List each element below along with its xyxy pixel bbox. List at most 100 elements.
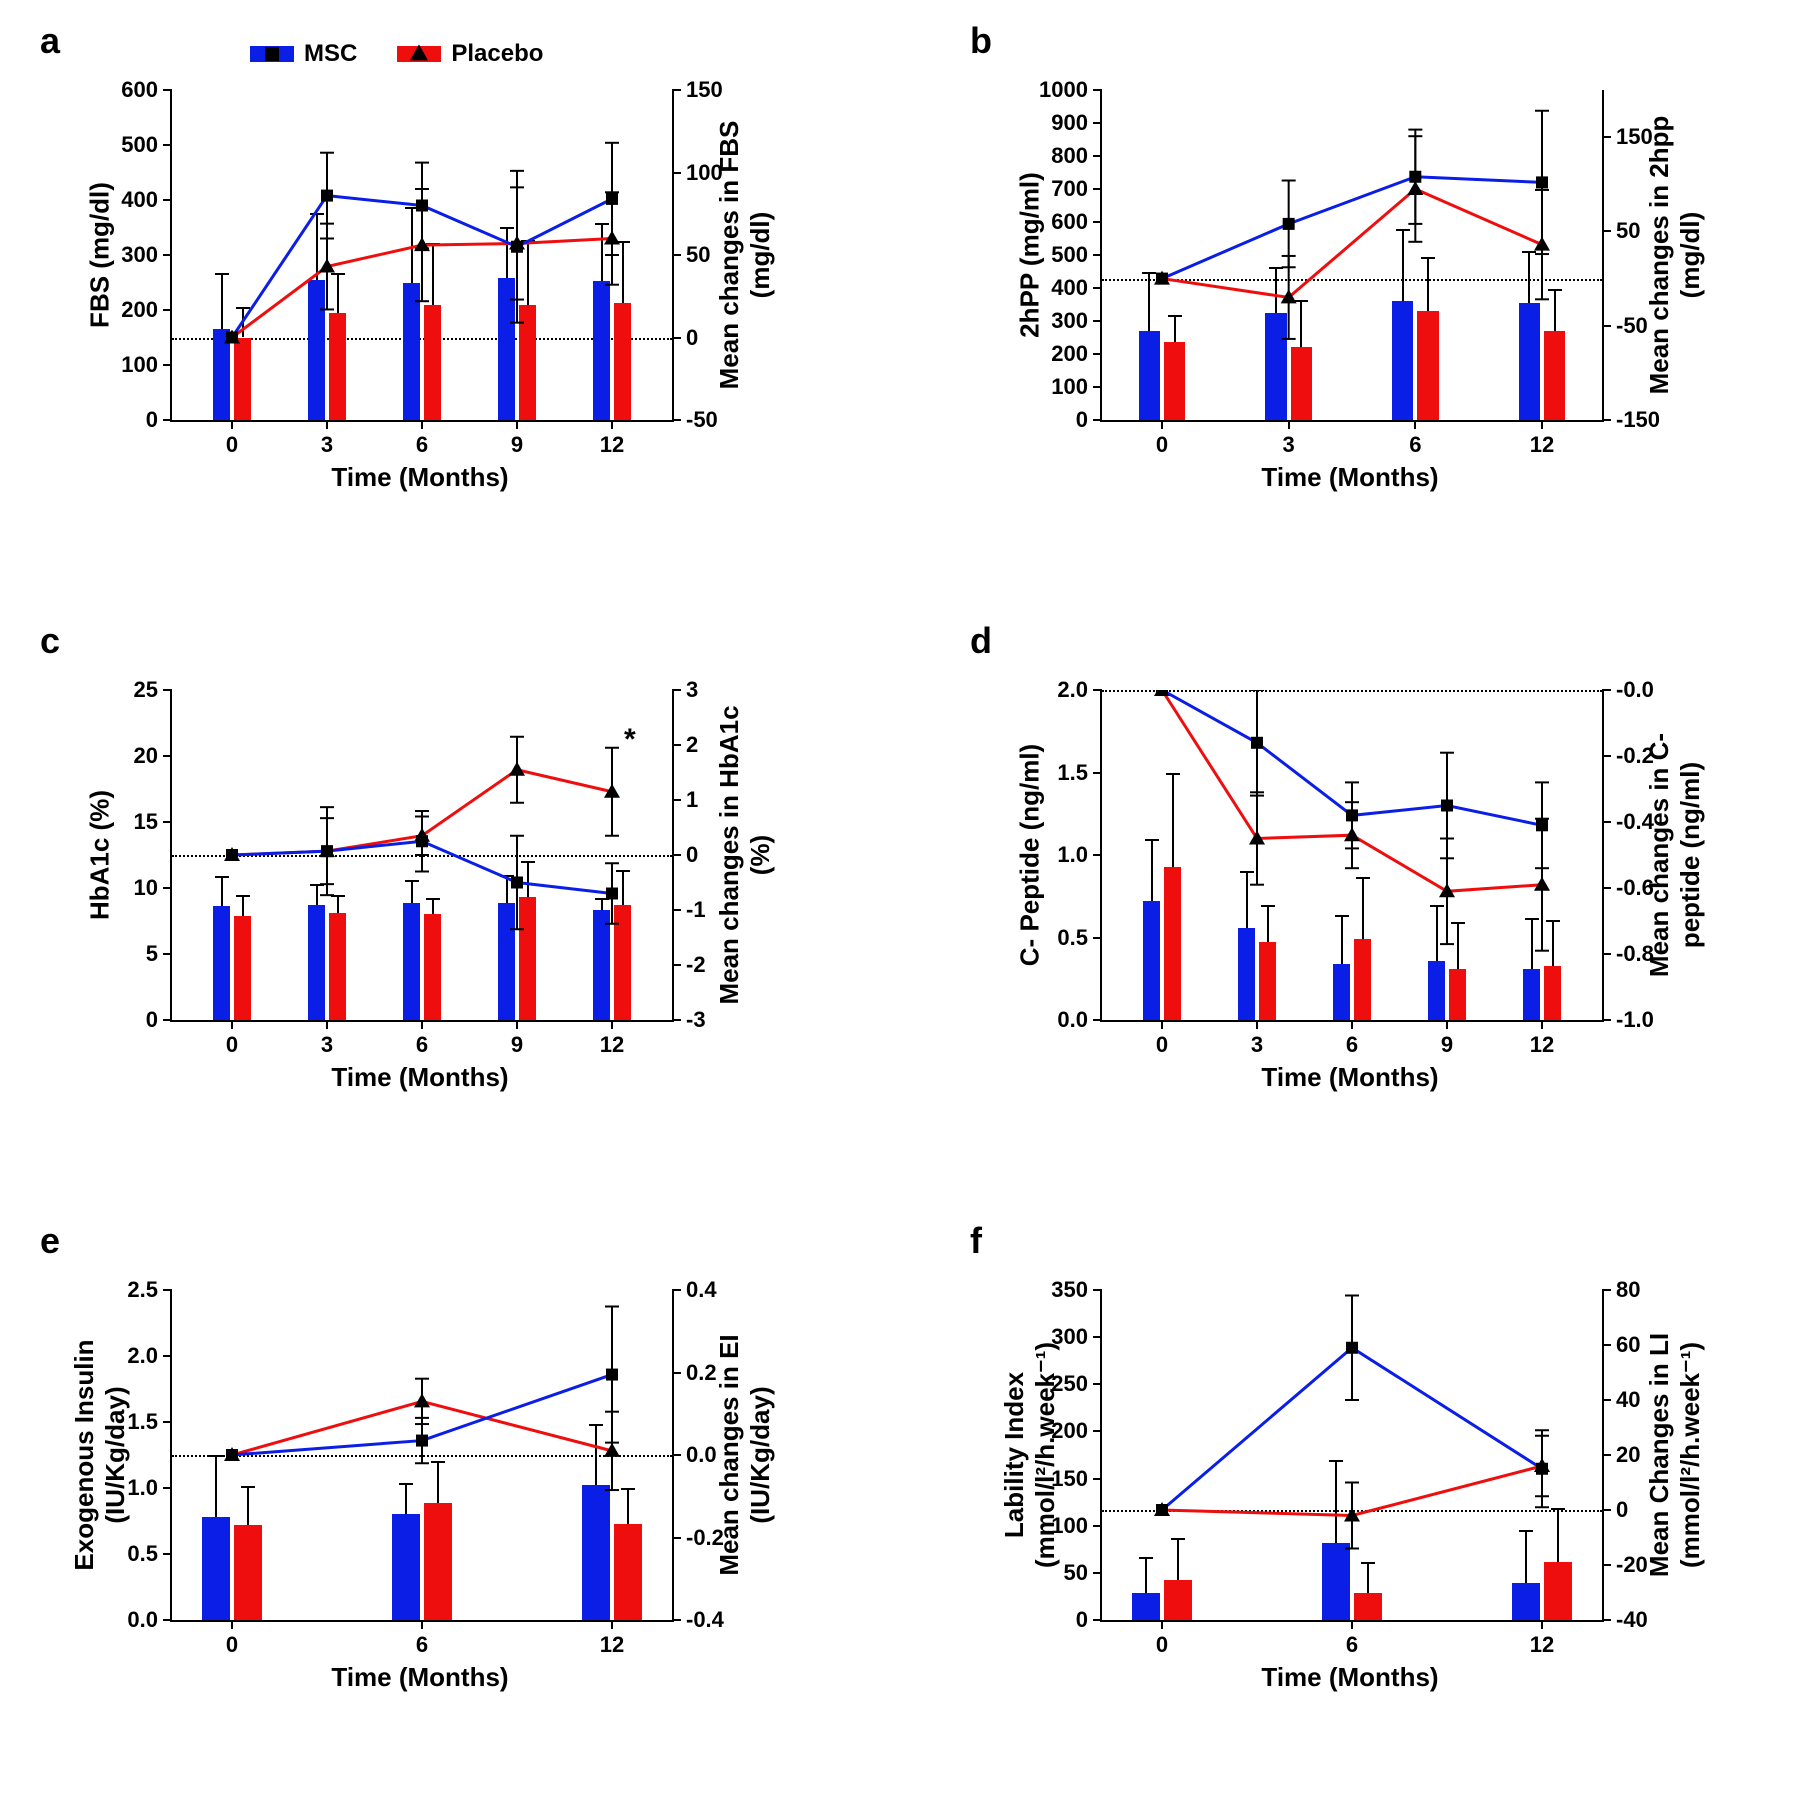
y-right-label: Mean changes in 2hpp (mg/dl) xyxy=(1644,90,1706,420)
bar-error-cap xyxy=(1519,1530,1533,1532)
bar-msc xyxy=(1523,969,1540,1020)
xtick-label: 6 xyxy=(1409,432,1421,458)
x-axis-label: Time (Months) xyxy=(170,1062,670,1093)
line-plc xyxy=(1162,1466,1542,1516)
y-right-label: Mean changes in HbA1c (%) xyxy=(714,690,776,1020)
xtick-label: 9 xyxy=(1441,1032,1453,1058)
bar-error-cap xyxy=(310,884,324,886)
ytick-right xyxy=(672,854,681,856)
bar-error xyxy=(1174,316,1176,342)
bar-error xyxy=(1554,290,1556,331)
bar-error xyxy=(432,244,434,305)
ytick-left xyxy=(1093,1289,1102,1291)
ytick-right xyxy=(1602,1289,1611,1291)
bar-error xyxy=(247,1487,249,1525)
bar-error xyxy=(337,274,339,313)
ytick-left xyxy=(1093,122,1102,124)
bar-error-cap xyxy=(1551,1508,1565,1510)
bar-error xyxy=(316,214,318,280)
ytick-left xyxy=(1093,419,1102,421)
xtick-label: 0 xyxy=(1156,1032,1168,1058)
legend-label: Placebo xyxy=(451,40,543,68)
bar-error xyxy=(506,228,508,279)
bar-error-cap xyxy=(1269,267,1283,269)
bar-plc xyxy=(234,916,251,1020)
bar-error-cap xyxy=(215,273,229,275)
xtick-label: 0 xyxy=(226,1032,238,1058)
bar-error-cap xyxy=(399,1483,413,1485)
ytick-left xyxy=(1093,937,1102,939)
ytick-left xyxy=(1093,772,1102,774)
ytick-left xyxy=(1093,89,1102,91)
y-left-label: C- Peptide (ng/ml) xyxy=(1015,690,1046,1020)
bar-error xyxy=(1335,1461,1337,1543)
bar-error xyxy=(1177,1539,1179,1580)
ytick-left xyxy=(163,1289,172,1291)
ytick-right xyxy=(672,964,681,966)
marker-square xyxy=(1536,1463,1548,1475)
x-axis-label: Time (Months) xyxy=(170,462,670,493)
bar-error-cap xyxy=(521,861,535,863)
bar-error-cap xyxy=(431,1461,445,1463)
bar-error-cap xyxy=(241,1486,255,1488)
ytick-left xyxy=(1093,1525,1102,1527)
panel-label: f xyxy=(970,1220,982,1262)
marker-square xyxy=(1346,809,1358,821)
bar-error xyxy=(1267,906,1269,942)
bar-plc xyxy=(1291,347,1312,420)
bar-error xyxy=(601,224,603,282)
bar-plc xyxy=(1417,311,1438,420)
ytick-left xyxy=(1093,1019,1102,1021)
line-msc xyxy=(232,841,612,893)
zero-dash xyxy=(1102,1510,1602,1512)
xtick-label: 6 xyxy=(416,1032,428,1058)
marker-triangle xyxy=(414,828,430,842)
bar-error-cap xyxy=(595,223,609,225)
plot-area: 050100150200250300350-40-200204060800612 xyxy=(1100,1290,1604,1622)
ytick-right xyxy=(672,1372,681,1374)
ytick-left xyxy=(163,887,172,889)
ytick-left xyxy=(1093,254,1102,256)
marker-square xyxy=(1441,800,1453,812)
bar-error xyxy=(221,877,223,906)
ytick-right xyxy=(1602,689,1611,691)
bar-error xyxy=(242,308,244,337)
bar-error xyxy=(432,899,434,915)
marker-square xyxy=(416,835,428,847)
ytick-right xyxy=(672,1019,681,1021)
marker-triangle xyxy=(1154,1502,1170,1516)
ytick-left xyxy=(1093,1383,1102,1385)
y-right-label: Mean changes in C-peptide (ng/ml) xyxy=(1644,690,1706,1020)
bar-error xyxy=(1528,252,1530,303)
ytick-left xyxy=(1093,320,1102,322)
bar-error xyxy=(437,1462,439,1503)
xtick xyxy=(1541,420,1543,429)
panel-label: b xyxy=(970,20,992,62)
bar-error xyxy=(1402,230,1404,301)
ytick-left xyxy=(163,1619,172,1621)
bar-error-cap xyxy=(1430,905,1444,907)
plot-area: 0.00.51.01.52.0-1.0-0.8-0.6-0.4-0.2-0.00… xyxy=(1100,690,1604,1022)
marker-square xyxy=(606,1369,618,1381)
bar-msc xyxy=(392,1514,420,1620)
xtick xyxy=(1351,1620,1353,1629)
panel-label: e xyxy=(40,1220,60,1262)
bar-plc xyxy=(1259,942,1276,1020)
bar-error-cap xyxy=(215,876,229,878)
bar-error xyxy=(527,241,529,304)
ytick-left xyxy=(1093,221,1102,223)
xtick-label: 6 xyxy=(1346,1632,1358,1658)
bar-msc xyxy=(308,280,325,420)
marker-square xyxy=(511,241,523,253)
zero-dash xyxy=(172,1455,672,1457)
ytick-right xyxy=(672,419,681,421)
xtick xyxy=(1256,1020,1258,1029)
bar-error-cap xyxy=(1396,229,1410,231)
marker-triangle xyxy=(224,847,240,861)
marker-triangle xyxy=(319,259,335,273)
marker-square xyxy=(1409,171,1421,183)
marker-square xyxy=(416,200,428,212)
bar-error xyxy=(1148,273,1150,331)
marker-square xyxy=(606,193,618,205)
panel-f: f050100150200250300350-40-20020406080061… xyxy=(1000,1270,1700,1700)
